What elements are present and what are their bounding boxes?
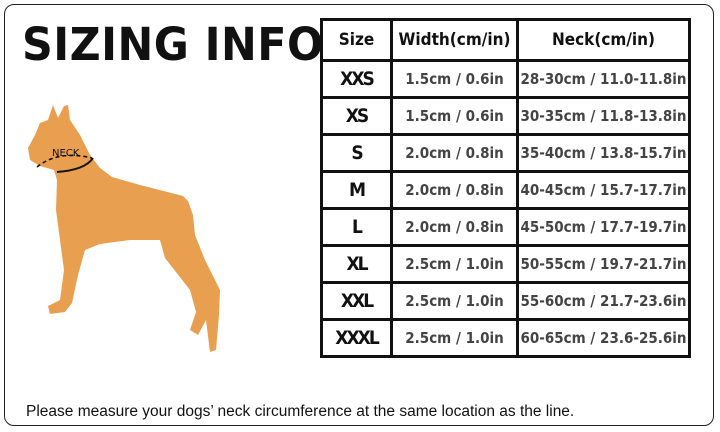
width-cell: 2.5cm / 1.0in [390, 281, 519, 321]
neck-cell: 40-45cm / 15.7-17.7in [516, 170, 691, 210]
table-row: S 2.0cm / 0.8in 35-40cm / 13.8-15.7in [320, 133, 691, 173]
page-title: SIZING INFO [22, 18, 324, 71]
neck-cell: 55-60cm / 21.7-23.6in [516, 281, 691, 321]
neck-dashed-line [36, 154, 93, 168]
neck-cell: 60-65cm / 23.6-25.6in [516, 318, 691, 358]
width-cell: 2.0cm / 0.8in [390, 170, 519, 210]
dog-illustration: NECK [28, 105, 220, 352]
size-cell: XS [320, 96, 393, 136]
width-cell: 2.5cm / 1.0in [390, 244, 519, 284]
neck-cell: 35-40cm / 13.8-15.7in [516, 133, 691, 173]
width-cell: 2.0cm / 0.8in [390, 207, 519, 247]
table-row: M 2.0cm / 0.8in 40-45cm / 15.7-17.7in [320, 170, 691, 210]
width-cell: 1.5cm / 0.6in [390, 59, 519, 99]
table-row: XXS 1.5cm / 0.6in 28-30cm / 11.0-11.8in [320, 59, 691, 99]
neck-cell: 50-55cm / 19.7-21.7in [516, 244, 691, 284]
table-row: XL 2.5cm / 1.0in 50-55cm / 19.7-21.7in [320, 244, 691, 284]
table-row: XXXL 2.5cm / 1.0in 60-65cm / 23.6-25.6in [320, 318, 691, 358]
table-header-row: Size Width(cm/in) Neck(cm/in) [320, 18, 691, 62]
measurement-note: Please measure your dogs’ neck circumfer… [26, 403, 575, 420]
header-size: Size [320, 18, 393, 62]
dog-silhouette [28, 105, 220, 352]
neck-cell: 45-50cm / 17.7-19.7in [516, 207, 691, 247]
size-cell: XXXL [320, 318, 393, 358]
size-cell: S [320, 133, 393, 173]
table-row: XS 1.5cm / 0.6in 30-35cm / 11.8-13.8in [320, 96, 691, 136]
size-cell: M [320, 170, 393, 210]
width-cell: 2.0cm / 0.8in [390, 133, 519, 173]
width-cell: 1.5cm / 0.6in [390, 96, 519, 136]
size-table: Size Width(cm/in) Neck(cm/in) XXS 1.5cm /… [320, 18, 691, 358]
width-cell: 2.5cm / 1.0in [390, 318, 519, 358]
header-neck: Neck(cm/in) [516, 18, 691, 62]
neck-label: NECK [52, 148, 80, 159]
neck-cell: 28-30cm / 11.0-11.8in [516, 59, 691, 99]
size-cell: XXL [320, 281, 393, 321]
neck-cell: 30-35cm / 11.8-13.8in [516, 96, 691, 136]
table-row: L 2.0cm / 0.8in 45-50cm / 17.7-19.7in [320, 207, 691, 247]
chart-frame [4, 4, 714, 426]
table-row: XXL 2.5cm / 1.0in 55-60cm / 21.7-23.6in [320, 281, 691, 321]
size-cell: L [320, 207, 393, 247]
header-width: Width(cm/in) [390, 18, 519, 62]
size-cell: XXS [320, 59, 393, 99]
size-cell: XL [320, 244, 393, 284]
neck-measure-line [56, 157, 94, 173]
